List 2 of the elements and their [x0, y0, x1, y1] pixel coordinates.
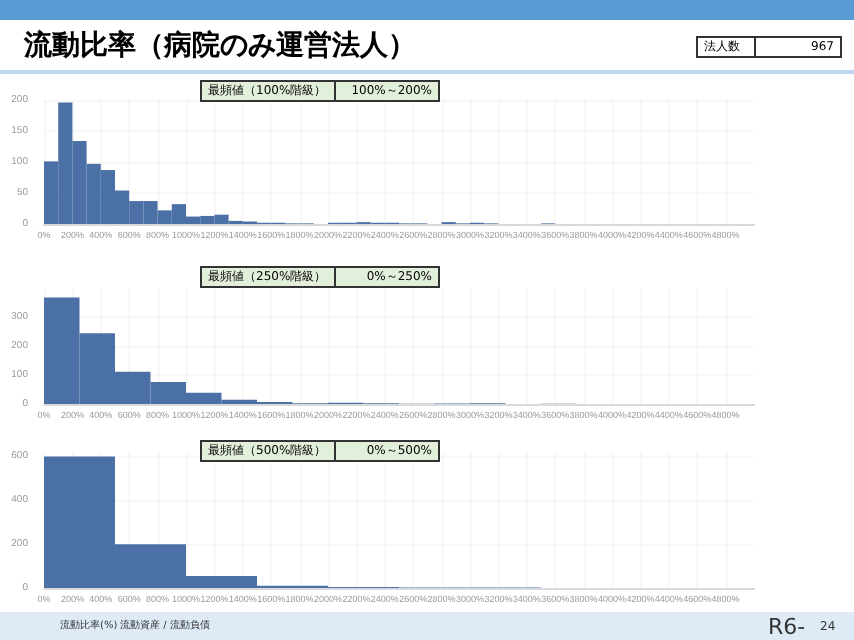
chart-title: 流動比率（病院のみ運営法人） — [24, 28, 416, 64]
text: R6- — [768, 614, 806, 640]
